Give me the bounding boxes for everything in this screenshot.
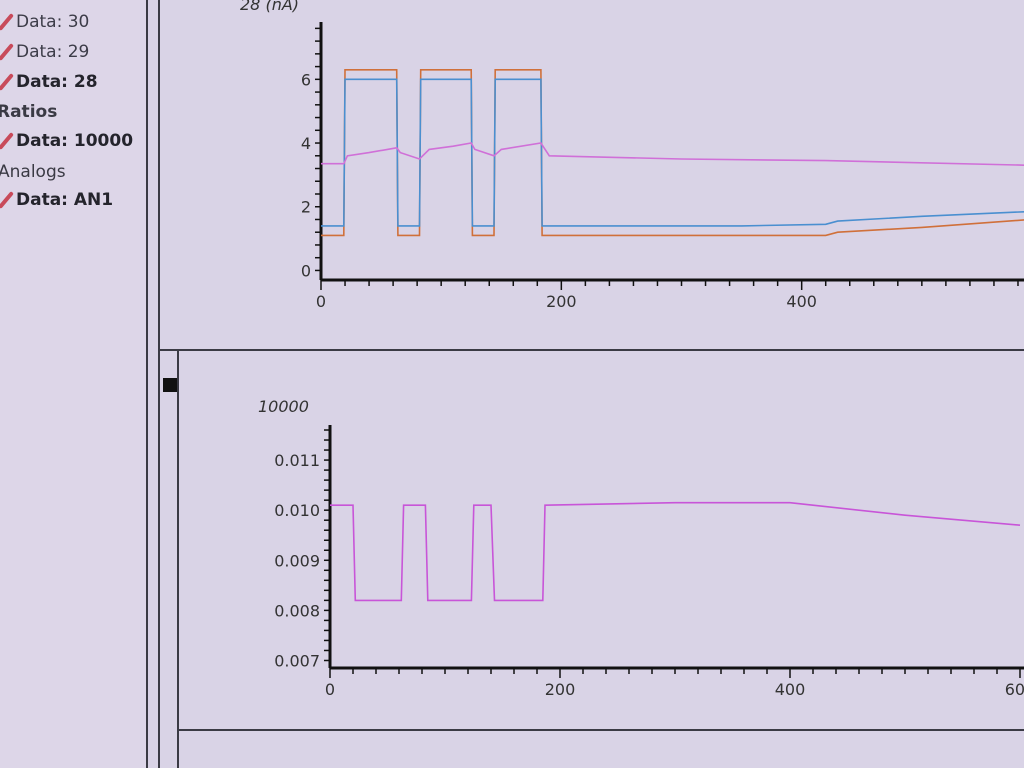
sidebar-splitter[interactable]	[146, 0, 148, 768]
panel-border	[158, 0, 160, 768]
series-line-2	[321, 78, 1024, 227]
y-tick-label: 0.009	[274, 551, 320, 570]
list-item-data-an1[interactable]: Data: AN1	[0, 190, 114, 210]
chart-title: 10000	[258, 397, 309, 416]
ratios-header: Ratios	[0, 102, 58, 122]
chart-handle[interactable]	[163, 378, 177, 392]
y-tick-label: 0.008	[274, 601, 320, 620]
series-line-3	[321, 142, 1024, 166]
item-label: Data: 29	[16, 42, 90, 62]
x-tick-label: 600	[1005, 680, 1024, 699]
x-tick-label: 400	[775, 680, 806, 699]
item-label: Data: AN1	[16, 190, 114, 210]
item-label: Data: 30	[16, 12, 90, 32]
chart-separator	[178, 729, 1024, 731]
y-tick-label: 6	[301, 70, 311, 89]
panel-border	[177, 350, 179, 768]
y-tick-label: 2	[301, 198, 311, 217]
x-tick-label: 200	[546, 292, 577, 311]
sidebar: Data: 30 Data: 29 Data: 28 Ratios Data: …	[0, 0, 148, 768]
y-tick-label: 4	[301, 134, 311, 153]
x-tick-label: 200	[545, 680, 576, 699]
y-tick-label: 0.011	[274, 451, 320, 470]
x-tick-label: 400	[786, 292, 817, 311]
series-line-1	[330, 501, 1021, 602]
item-label: Data: 10000	[16, 131, 134, 151]
series-line-1	[321, 69, 1024, 237]
item-label: Data: 28	[16, 72, 98, 92]
chart-title: 28 (nA)	[240, 0, 299, 14]
list-item-data-29[interactable]: Data: 29	[0, 42, 90, 62]
analogs-header: Analogs	[0, 162, 66, 182]
chart-separator[interactable]	[160, 349, 1024, 351]
x-tick-label: 0	[325, 680, 335, 699]
y-tick-label: 0	[301, 261, 311, 280]
y-tick-label: 0.010	[274, 501, 320, 520]
list-item-data-28[interactable]: Data: 28	[0, 72, 98, 92]
chart-1: 28 (nA)02004006000246	[240, 0, 1024, 311]
x-tick-label: 0	[316, 292, 326, 311]
list-item-data-30[interactable]: Data: 30	[0, 12, 90, 32]
chart-2: 10000 0 200 400 600 0.007 0.008 0.009 0.010 0.011	[258, 397, 1024, 699]
y-tick-label: 0.007	[274, 651, 320, 670]
list-item-data-10000[interactable]: Data: 10000	[0, 131, 134, 151]
